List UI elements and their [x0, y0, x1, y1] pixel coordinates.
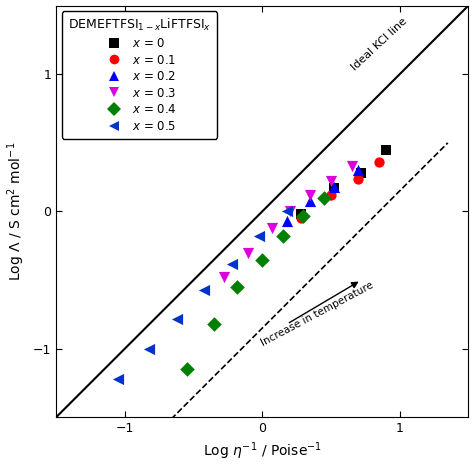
Legend: $x$ = 0, $x$ = 0.1, $x$ = 0.2, $x$ = 0.3, $x$ = 0.4, $x$ = 0.5: $x$ = 0, $x$ = 0.1, $x$ = 0.2, $x$ = 0.3… — [62, 11, 217, 139]
Point — [297, 211, 304, 218]
Point — [297, 215, 304, 222]
Point — [327, 177, 335, 185]
Point — [201, 286, 208, 293]
Point — [210, 320, 218, 328]
Point — [330, 184, 337, 192]
Point — [146, 345, 153, 352]
Point — [279, 233, 287, 240]
Point — [307, 197, 314, 204]
Point — [382, 146, 390, 154]
Point — [173, 315, 181, 322]
Point — [375, 158, 383, 166]
Point — [114, 375, 122, 383]
Point — [357, 169, 365, 177]
Point — [283, 208, 291, 215]
Text: Increase in temperature: Increase in temperature — [259, 280, 375, 348]
Text: Ideal KCl line: Ideal KCl line — [349, 16, 409, 72]
Point — [183, 366, 191, 373]
Point — [307, 191, 314, 199]
Point — [348, 162, 356, 170]
Point — [258, 256, 266, 263]
X-axis label: Log $\eta^{-1}$ / Poise$^{-1}$: Log $\eta^{-1}$ / Poise$^{-1}$ — [203, 441, 322, 462]
Point — [286, 208, 293, 215]
Point — [327, 191, 335, 199]
Point — [283, 217, 291, 225]
Point — [300, 212, 307, 219]
Point — [245, 249, 252, 256]
Point — [255, 233, 263, 240]
Point — [320, 194, 328, 202]
Point — [220, 274, 228, 281]
Y-axis label: Log $\Lambda$ / S cm$^2$ mol$^{-1}$: Log $\Lambda$ / S cm$^2$ mol$^{-1}$ — [6, 142, 27, 281]
Point — [228, 260, 236, 267]
Point — [355, 175, 362, 182]
Point — [234, 283, 241, 291]
Point — [355, 167, 362, 174]
Point — [268, 224, 275, 232]
Point — [330, 183, 337, 190]
